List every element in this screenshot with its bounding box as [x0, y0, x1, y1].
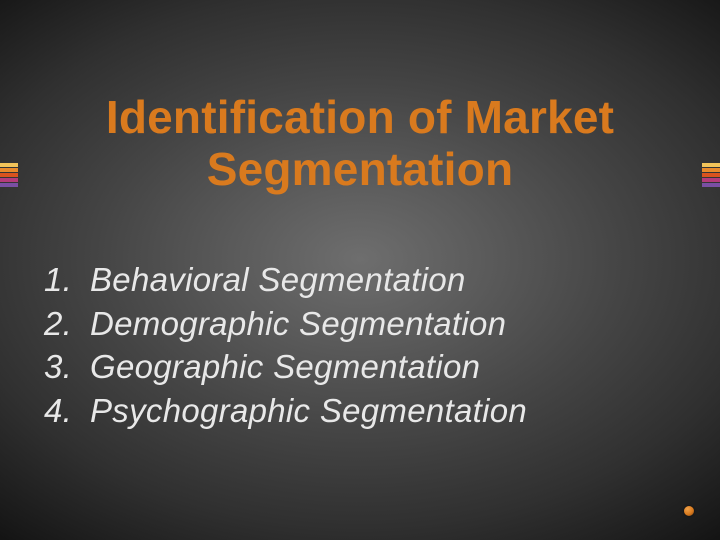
numbered-list: 1. Behavioral Segmentation 2. Demographi… [44, 258, 680, 432]
title-line-1: Identification of Market [0, 92, 720, 144]
list-item: 3. Geographic Segmentation [44, 345, 680, 389]
list-item-text: Behavioral Segmentation [90, 258, 466, 302]
corner-dot-icon [684, 506, 694, 516]
list-item-number: 2. [44, 302, 78, 346]
list-item-text: Geographic Segmentation [90, 345, 480, 389]
title-line-2: Segmentation [0, 144, 720, 196]
slide-title: Identification of Market Segmentation [0, 92, 720, 195]
slide: Identification of Market Segmentation 1.… [0, 0, 720, 540]
list-item-text: Demographic Segmentation [90, 302, 506, 346]
list-item-number: 1. [44, 258, 78, 302]
list-item: 4. Psychographic Segmentation [44, 389, 680, 433]
list-item: 1. Behavioral Segmentation [44, 258, 680, 302]
list-item-text: Psychographic Segmentation [90, 389, 527, 433]
list-item-number: 4. [44, 389, 78, 433]
list-item-number: 3. [44, 345, 78, 389]
list-item: 2. Demographic Segmentation [44, 302, 680, 346]
